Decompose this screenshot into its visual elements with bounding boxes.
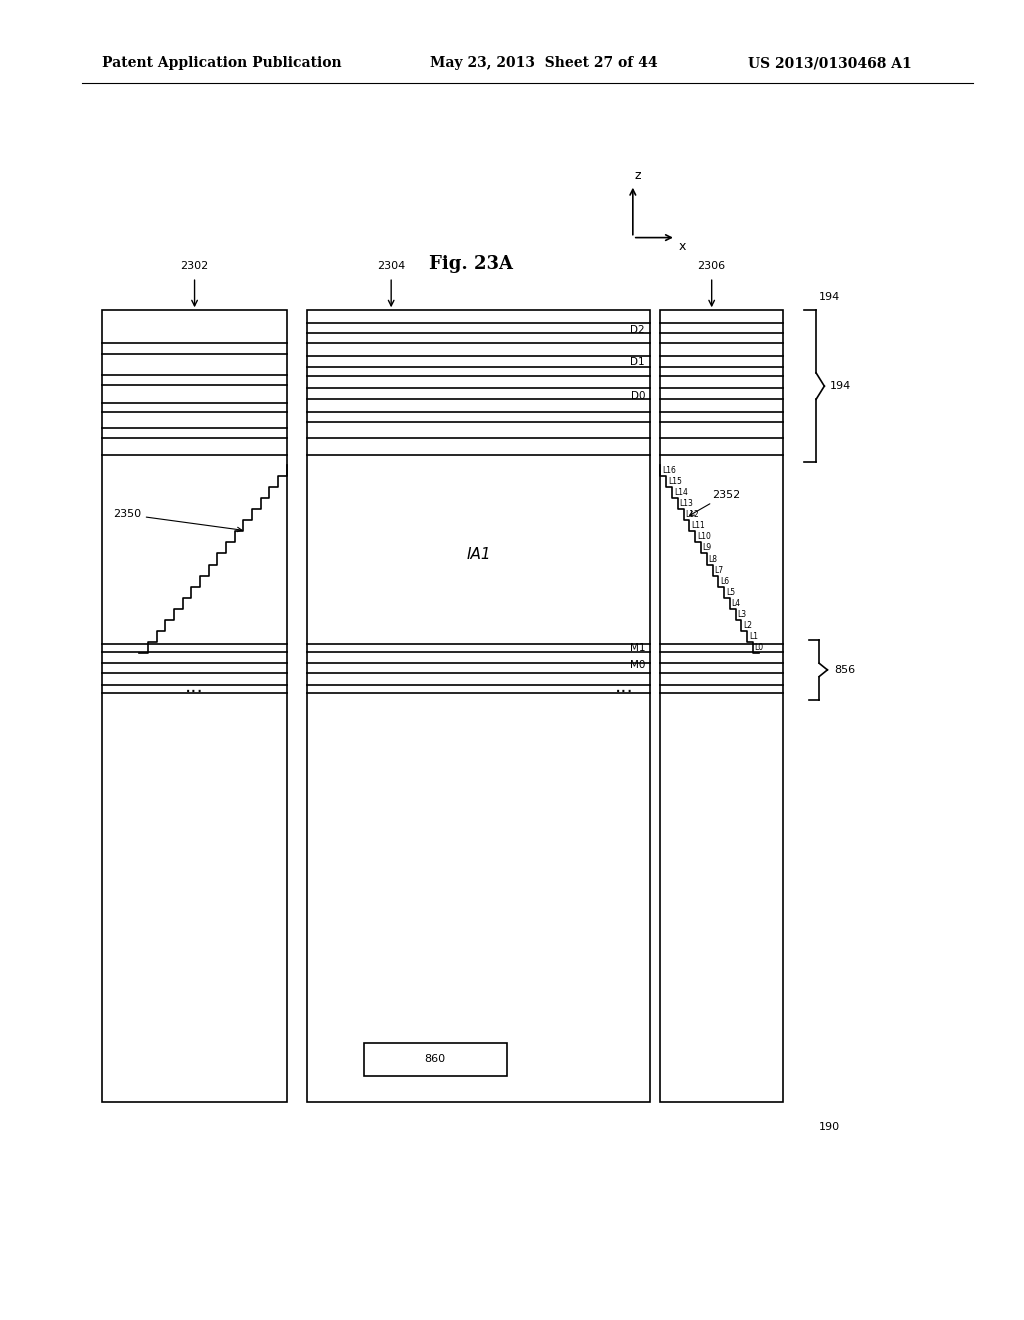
Text: M0: M0: [630, 660, 645, 671]
Text: L9: L9: [702, 544, 712, 552]
Text: M1: M1: [630, 643, 645, 653]
Text: IA1: IA1: [466, 546, 492, 562]
Text: D2: D2: [631, 325, 645, 335]
Text: L10: L10: [697, 532, 711, 541]
Text: L0: L0: [755, 643, 764, 652]
Text: 856: 856: [835, 665, 856, 675]
Text: L3: L3: [737, 610, 746, 619]
Text: 2350: 2350: [113, 510, 242, 532]
Text: L7: L7: [715, 566, 723, 574]
Text: L1: L1: [749, 632, 758, 642]
Text: ...: ...: [615, 677, 634, 696]
Text: 860: 860: [425, 1055, 445, 1064]
Text: 194: 194: [819, 292, 841, 302]
Text: US 2013/0130468 A1: US 2013/0130468 A1: [748, 57, 911, 70]
Text: z: z: [635, 169, 641, 182]
Text: D1: D1: [631, 356, 645, 367]
Text: L11: L11: [691, 521, 705, 531]
Text: L12: L12: [685, 510, 699, 519]
Text: 2306: 2306: [697, 260, 726, 271]
Text: 194: 194: [829, 381, 851, 391]
Text: Patent Application Publication: Patent Application Publication: [102, 57, 342, 70]
Text: 2302: 2302: [180, 260, 209, 271]
Text: L14: L14: [674, 488, 688, 496]
Text: 190: 190: [819, 1122, 841, 1133]
Text: L8: L8: [709, 554, 718, 564]
Text: L16: L16: [663, 466, 676, 475]
Text: ...: ...: [185, 677, 204, 696]
Text: L15: L15: [668, 477, 682, 486]
Text: 2352: 2352: [689, 490, 740, 515]
Text: L6: L6: [720, 577, 729, 586]
Text: x: x: [679, 240, 686, 253]
Text: L5: L5: [726, 587, 735, 597]
Text: May 23, 2013  Sheet 27 of 44: May 23, 2013 Sheet 27 of 44: [430, 57, 657, 70]
Text: 2304: 2304: [377, 260, 406, 271]
Text: L2: L2: [743, 622, 753, 630]
Text: Fig. 23A: Fig. 23A: [429, 255, 513, 273]
Text: L4: L4: [731, 599, 740, 609]
Text: L13: L13: [680, 499, 693, 508]
Text: D0: D0: [631, 391, 645, 401]
